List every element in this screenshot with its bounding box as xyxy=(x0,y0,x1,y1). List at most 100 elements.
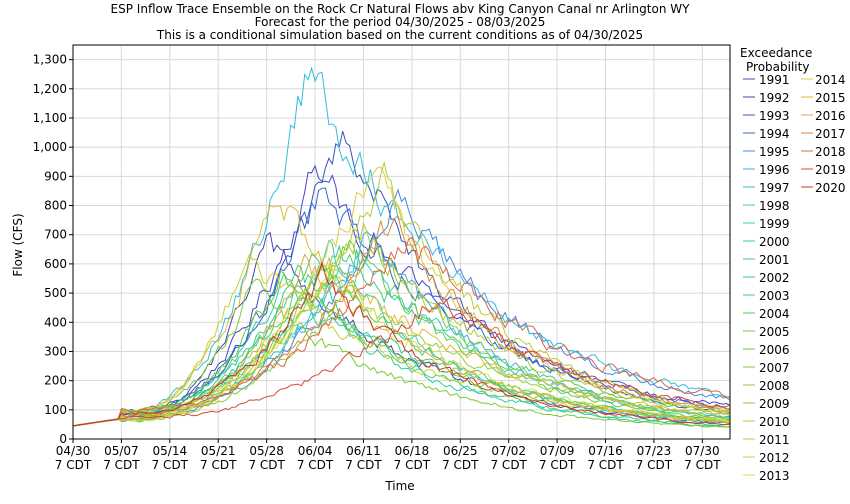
legend-label-2011: 2011 xyxy=(759,433,790,447)
series-lines xyxy=(72,66,731,428)
legend-label-1996: 1996 xyxy=(759,163,790,177)
y-tick-label: 700 xyxy=(44,228,67,242)
x-tick-tz: 7 CDT xyxy=(587,458,624,472)
y-tick-label: 1,100 xyxy=(33,111,67,125)
chart-subtitle: Forecast for the period 04/30/2025 - 08/… xyxy=(255,15,546,29)
series-line-2006 xyxy=(72,270,730,427)
y-tick-label: 600 xyxy=(44,257,67,271)
series-line-2016 xyxy=(72,253,730,427)
series-line-1993 xyxy=(72,131,731,427)
x-tick-date: 07/30 xyxy=(685,444,720,458)
x-tick-tz: 7 CDT xyxy=(103,458,140,472)
legend-label-2020: 2020 xyxy=(815,181,846,195)
x-tick-tz: 7 CDT xyxy=(442,458,479,472)
y-axis: 0 100 200 300 400 500 600 700 800 900 1,000 1,100 1,… xyxy=(33,53,73,446)
legend-label-2008: 2008 xyxy=(759,379,790,393)
legend-label-2015: 2015 xyxy=(815,91,846,105)
x-tick-date: 07/09 xyxy=(540,444,575,458)
legend-label-2003: 2003 xyxy=(759,289,790,303)
y-tick-label: 500 xyxy=(44,286,67,300)
x-tick-tz: 7 CDT xyxy=(248,458,285,472)
grid xyxy=(72,45,730,440)
x-tick-date: 06/25 xyxy=(443,444,478,458)
x-tick-date: 07/16 xyxy=(588,444,623,458)
legend-title: Exceedance Probability xyxy=(740,46,812,74)
legend-label-2002: 2002 xyxy=(759,271,790,285)
y-tick-label: 300 xyxy=(44,344,67,358)
x-tick-date: 04/30 xyxy=(56,444,91,458)
legend-label-2014: 2014 xyxy=(815,73,846,87)
y-tick-label: 900 xyxy=(44,169,67,183)
x-tick-tz: 7 CDT xyxy=(684,458,721,472)
legend-label-1991: 1991 xyxy=(759,73,790,87)
series-line-2011 xyxy=(72,160,731,427)
legend-label-2007: 2007 xyxy=(759,361,790,375)
x-tick-date: 05/14 xyxy=(153,444,188,458)
x-tick-date: 05/21 xyxy=(201,444,236,458)
series-line-2015 xyxy=(72,204,731,427)
y-tick-label: 1,000 xyxy=(33,140,67,154)
legend-label-2000: 2000 xyxy=(759,235,790,249)
x-tick-tz: 7 CDT xyxy=(345,458,382,472)
legend-label-1993: 1993 xyxy=(759,109,790,123)
legend-label-2001: 2001 xyxy=(759,253,790,267)
x-tick-date: 06/11 xyxy=(346,444,381,458)
y-tick-label: 1,300 xyxy=(33,53,67,67)
legend-label-2012: 2012 xyxy=(759,451,790,465)
y-tick-label: 100 xyxy=(44,403,67,417)
x-tick-tz: 7 CDT xyxy=(394,458,431,472)
legend-label-2006: 2006 xyxy=(759,343,790,357)
series-line-2012 xyxy=(72,253,731,427)
x-tick-tz: 7 CDT xyxy=(636,458,673,472)
y-tick-label: 0 xyxy=(59,432,67,446)
x-tick-tz: 7 CDT xyxy=(297,458,334,472)
legend-label-1997: 1997 xyxy=(759,181,790,195)
chart-title: ESP Inflow Trace Ensemble on the Rock Cr… xyxy=(111,2,691,16)
series-line-2017 xyxy=(72,215,731,427)
x-tick-date: 07/02 xyxy=(491,444,526,458)
legend-label-1995: 1995 xyxy=(759,145,790,159)
legend-label-1994: 1994 xyxy=(759,127,790,141)
legend-label-1998: 1998 xyxy=(759,199,790,213)
legend-label-2010: 2010 xyxy=(759,415,790,429)
y-tick-label: 200 xyxy=(44,374,67,388)
x-tick-date: 05/28 xyxy=(249,444,284,458)
legend-label-2018: 2018 xyxy=(815,145,846,159)
legend-label-2005: 2005 xyxy=(759,325,790,339)
chart-subtitle-2: This is a conditional simulation based o… xyxy=(156,28,643,42)
legend-label-2013: 2013 xyxy=(759,469,790,483)
legend-label-2016: 2016 xyxy=(815,109,846,123)
series-line-2014 xyxy=(72,166,731,427)
legend-label-2017: 2017 xyxy=(815,127,846,141)
x-tick-tz: 7 CDT xyxy=(55,458,92,472)
plot-frame xyxy=(72,44,731,440)
series-line-1994 xyxy=(72,187,731,427)
x-tick-tz: 7 CDT xyxy=(200,458,237,472)
x-tick-date: 05/07 xyxy=(104,444,139,458)
x-tick-date: 07/23 xyxy=(637,444,672,458)
legend-label-2009: 2009 xyxy=(759,397,790,411)
series-line-2020 xyxy=(72,261,731,427)
series-line-1997 xyxy=(72,66,731,427)
series-line-2002 xyxy=(72,264,731,428)
x-tick-tz: 7 CDT xyxy=(490,458,527,472)
legend-label-1992: 1992 xyxy=(759,91,790,105)
x-axis-label: Time xyxy=(384,479,414,493)
series-line-2007 xyxy=(72,278,731,428)
x-tick-date: 06/18 xyxy=(395,444,430,458)
y-tick-label: 800 xyxy=(44,199,67,213)
series-line-2013 xyxy=(72,263,731,427)
legend-label-2019: 2019 xyxy=(815,163,846,177)
series-line-2019 xyxy=(72,298,731,427)
x-tick-date: 06/04 xyxy=(298,444,333,458)
legend-label-1999: 1999 xyxy=(759,217,790,231)
x-tick-tz: 7 CDT xyxy=(539,458,576,472)
y-tick-label: 1,200 xyxy=(33,82,67,96)
y-axis-label: Flow (CFS) xyxy=(11,213,25,276)
legend-label-2004: 2004 xyxy=(759,307,790,321)
x-tick-tz: 7 CDT xyxy=(152,458,189,472)
